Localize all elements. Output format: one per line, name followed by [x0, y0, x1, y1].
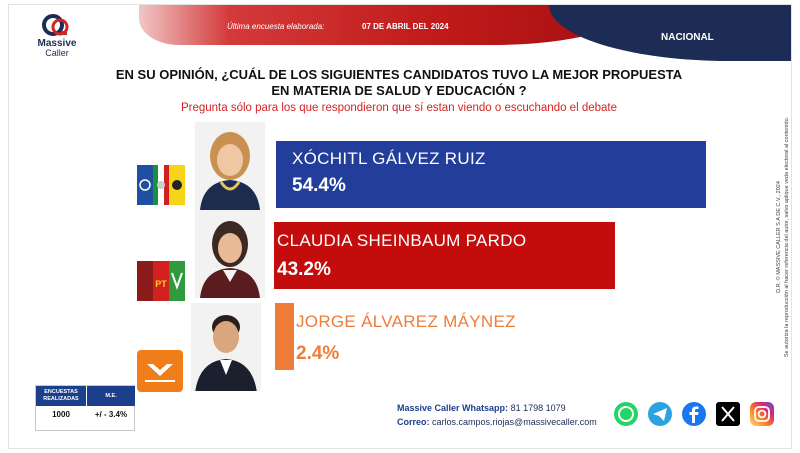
bar-jorge	[275, 303, 294, 370]
contact-email: Correo: carlos.campos.riojas@massivecall…	[397, 417, 597, 427]
question-title-line1: EN SU OPINIÓN, ¿CUÁL DE LOS SIGUIENTES C…	[115, 67, 683, 82]
brand-name-line2: Caller	[45, 48, 69, 58]
copyright-line1: D.R. © MASSIVE CALLER S.A DE C.V., 2024	[776, 181, 782, 293]
whatsapp-icon[interactable]	[613, 401, 639, 427]
candidate-name-jorge: JORGE ÁLVAREZ MÁYNEZ	[296, 312, 516, 331]
telegram-icon[interactable]	[647, 401, 673, 427]
movimiento-ciudadano-logo-icon	[137, 350, 183, 392]
whatsapp-number: 81 1798 1079	[510, 403, 566, 413]
contact-whatsapp: Massive Caller Whatsapp: 81 1798 1079	[397, 403, 566, 413]
value-encuestas: 1000	[52, 410, 70, 419]
percent-xochitl: 54.4%	[292, 175, 346, 196]
email-label: Correo:	[397, 417, 430, 427]
question-title: EN SU OPINIÓN, ¿CUÁL DE LOS SIGUIENTES C…	[49, 67, 749, 99]
portrait-icon	[195, 210, 265, 298]
scope-label: NACIONAL	[661, 32, 714, 43]
whatsapp-label: Massive Caller Whatsapp:	[397, 403, 509, 413]
survey-date-label: Última encuesta elaborada:	[227, 22, 325, 31]
header-margin: M.E.	[87, 386, 135, 406]
portrait-icon	[195, 122, 265, 210]
header-encuestas: ENCUESTAS REALIZADAS	[36, 386, 86, 406]
methodology-table: ENCUESTAS REALIZADAS M.E. 1000 +/ - 3.4%	[35, 385, 135, 431]
value-margin: +/ - 3.4%	[94, 410, 128, 419]
portrait-icon	[191, 303, 261, 391]
brand-name-line1: Massive	[37, 38, 77, 49]
facebook-icon[interactable]	[681, 401, 707, 427]
candidate-photo-jorge	[191, 303, 261, 391]
party-logos-pan-pri-prd	[137, 165, 185, 205]
infographic: Última encuesta elaborada: 07 DE ABRIL D…	[8, 4, 792, 449]
party-logo-mc	[137, 350, 183, 392]
copyright-line2: Se autoriza la reproducción al hacer ref…	[784, 116, 790, 358]
bar-xochitl	[276, 141, 706, 208]
candidate-name-claudia: CLAUDIA SHEINBAUM PARDO	[277, 231, 527, 250]
svg-text:PT: PT	[155, 279, 167, 289]
candidate-photo-xochitl	[195, 122, 265, 210]
candidate-photo-claudia	[195, 210, 265, 298]
coalition-logos-icon	[137, 165, 185, 205]
instagram-icon[interactable]	[749, 401, 775, 427]
coalition-logos-icon: PT	[137, 261, 185, 301]
question-subtitle: Pregunta sólo para los que respondieron …	[180, 102, 618, 114]
percent-claudia: 43.2%	[277, 259, 331, 280]
party-logos-morena-pt-verde: PT	[137, 261, 185, 301]
copyright-note: D.R. © MASSIVE CALLER S.A DE C.V., 2024 …	[775, 117, 791, 357]
bar-claudia	[274, 222, 615, 289]
x-icon[interactable]	[715, 401, 741, 427]
question-title-line2: EN MATERIA DE SALUD Y EDUCACIÓN ?	[271, 83, 527, 98]
brand-logo-icon	[42, 14, 69, 36]
percent-jorge: 2.4%	[296, 343, 340, 364]
survey-date: 07 DE ABRIL DEL 2024	[362, 22, 449, 31]
candidate-name-xochitl: XÓCHITL GÁLVEZ RUIZ	[292, 149, 486, 168]
email-address: carlos.campos.riojas@massivecaller.com	[432, 417, 597, 427]
